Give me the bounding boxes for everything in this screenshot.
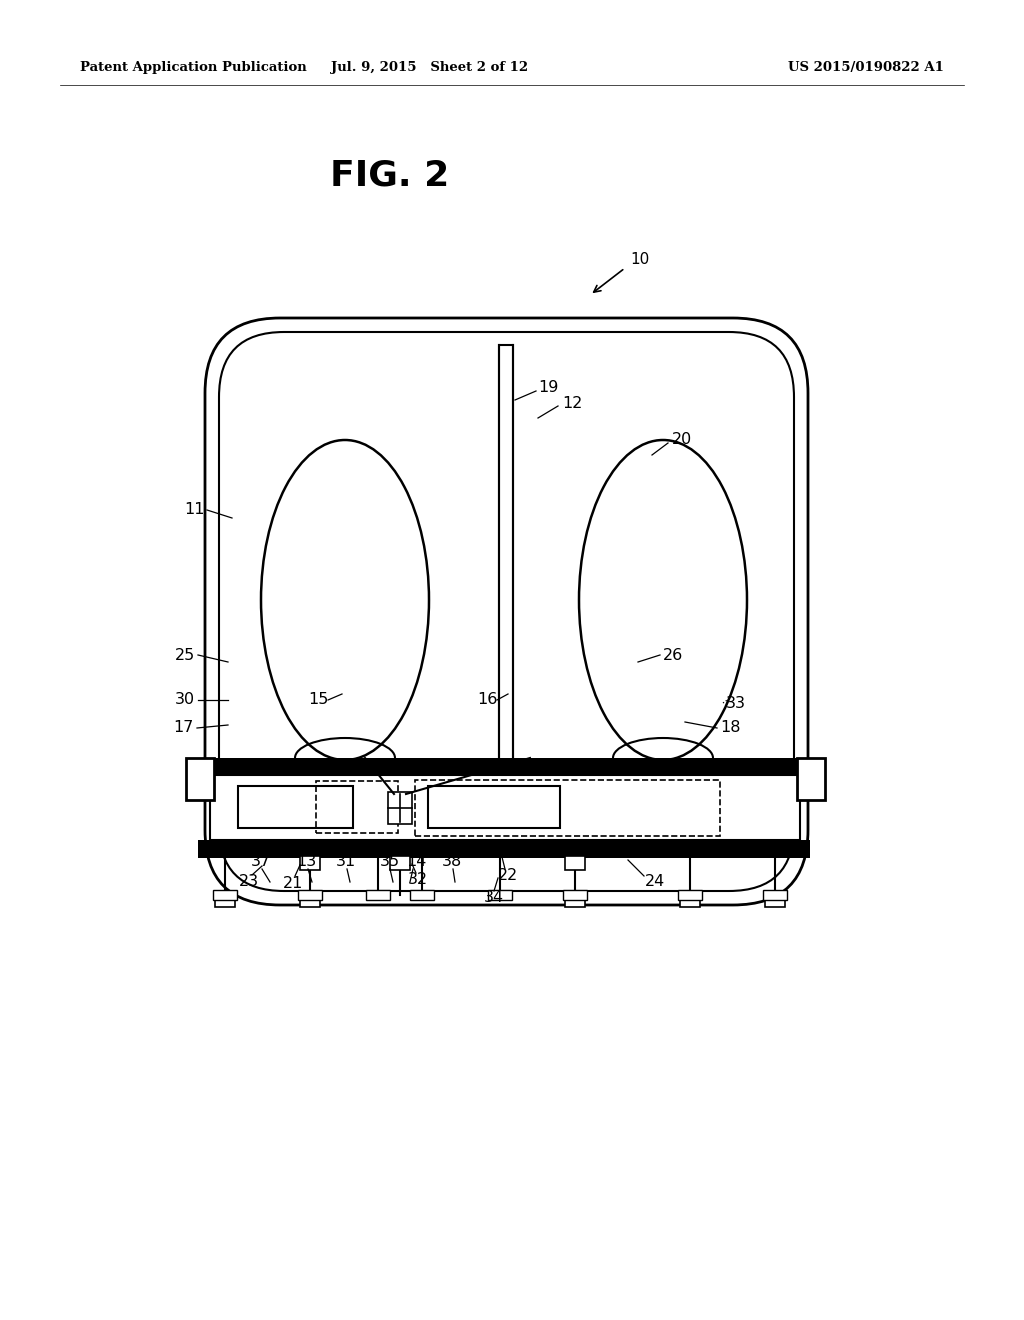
- Text: 20: 20: [672, 433, 692, 447]
- FancyBboxPatch shape: [219, 333, 794, 891]
- Bar: [499, 345, 513, 760]
- Text: Jul. 9, 2015   Sheet 2 of 12: Jul. 9, 2015 Sheet 2 of 12: [332, 62, 528, 74]
- Text: US 2015/0190822 A1: US 2015/0190822 A1: [788, 62, 944, 74]
- Bar: [210, 775, 800, 840]
- FancyBboxPatch shape: [205, 318, 808, 906]
- Text: 22: 22: [498, 869, 518, 883]
- Bar: [390, 855, 410, 870]
- Bar: [563, 890, 587, 900]
- Text: 12: 12: [562, 396, 583, 411]
- Bar: [198, 840, 810, 858]
- Ellipse shape: [579, 440, 746, 760]
- Text: 17: 17: [173, 721, 194, 735]
- Bar: [300, 894, 319, 907]
- Ellipse shape: [261, 440, 429, 760]
- Text: 19: 19: [538, 380, 558, 396]
- Bar: [186, 758, 214, 800]
- Text: 31: 31: [336, 854, 356, 870]
- Text: 25: 25: [175, 648, 196, 663]
- Bar: [763, 890, 787, 900]
- Text: 14: 14: [406, 854, 426, 870]
- Bar: [300, 855, 319, 870]
- Bar: [366, 890, 390, 900]
- Text: 10: 10: [631, 252, 649, 268]
- Bar: [488, 890, 512, 900]
- Text: 37: 37: [251, 854, 271, 870]
- Text: FIG. 2: FIG. 2: [331, 158, 450, 191]
- Bar: [797, 758, 825, 800]
- Text: 11: 11: [184, 503, 205, 517]
- Bar: [316, 781, 398, 833]
- Bar: [565, 855, 585, 870]
- Bar: [415, 780, 720, 836]
- Text: 23: 23: [239, 874, 259, 890]
- Bar: [298, 890, 322, 900]
- Bar: [388, 792, 412, 824]
- Text: 18: 18: [720, 721, 740, 735]
- Bar: [680, 894, 700, 907]
- Text: 16: 16: [477, 693, 498, 708]
- Text: 34: 34: [484, 891, 504, 906]
- Text: 24: 24: [645, 874, 666, 890]
- Text: 35: 35: [380, 854, 400, 870]
- Bar: [215, 894, 234, 907]
- Bar: [410, 890, 434, 900]
- Text: 38: 38: [442, 854, 462, 870]
- Bar: [565, 894, 585, 907]
- Text: Patent Application Publication: Patent Application Publication: [80, 62, 307, 74]
- Text: 32: 32: [408, 873, 428, 887]
- Text: 30: 30: [175, 693, 195, 708]
- Text: 21: 21: [283, 875, 303, 891]
- Bar: [198, 758, 810, 775]
- Text: 15: 15: [308, 693, 328, 708]
- Bar: [428, 785, 560, 828]
- Text: 26: 26: [663, 648, 683, 663]
- Bar: [678, 890, 702, 900]
- Bar: [238, 785, 353, 828]
- Bar: [213, 890, 237, 900]
- Text: 33: 33: [726, 696, 746, 710]
- Bar: [765, 894, 785, 907]
- Text: 13: 13: [296, 854, 316, 870]
